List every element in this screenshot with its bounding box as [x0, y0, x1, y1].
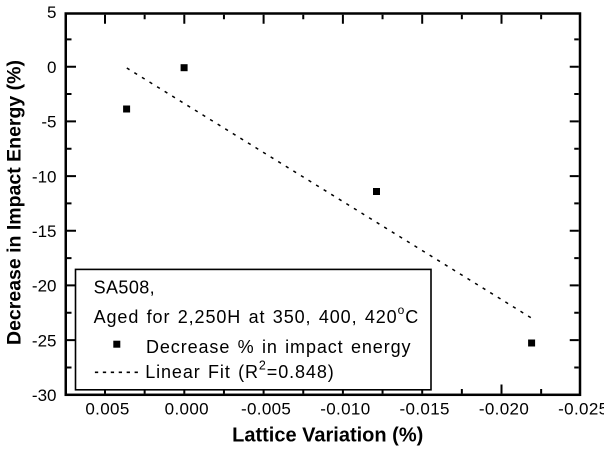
- svg-text:Decrease % in impact energy: Decrease % in impact energy: [146, 337, 411, 357]
- svg-text:-0.005: -0.005: [241, 400, 291, 419]
- svg-text:0.000: 0.000: [165, 400, 209, 419]
- svg-text:Decrease in Impact Energy (%): Decrease in Impact Energy (%): [4, 60, 26, 345]
- svg-text:5: 5: [47, 3, 56, 22]
- svg-text:-20: -20: [32, 277, 57, 296]
- svg-text:-10: -10: [32, 167, 57, 186]
- svg-text:-0.025: -0.025: [558, 400, 604, 419]
- svg-text:-0.020: -0.020: [479, 400, 529, 419]
- svg-text:0: 0: [47, 58, 56, 77]
- svg-text:Linear Fit (R2=0.848): Linear Fit (R2=0.848): [145, 359, 334, 383]
- svg-text:-25: -25: [32, 331, 57, 350]
- svg-text:-5: -5: [41, 113, 56, 132]
- svg-text:-30: -30: [32, 386, 57, 405]
- svg-text:0.005: 0.005: [85, 400, 129, 419]
- svg-text:-0.010: -0.010: [320, 400, 370, 419]
- svg-text:Lattice Variation (%): Lattice Variation (%): [232, 425, 423, 447]
- svg-text:SA508,: SA508,: [94, 278, 155, 298]
- svg-text:-0.015: -0.015: [400, 400, 450, 419]
- svg-text:-15: -15: [32, 222, 57, 241]
- svg-text:Aged for 2,250H at 350, 400, 4: Aged for 2,250H at 350, 400, 420oC: [94, 303, 420, 327]
